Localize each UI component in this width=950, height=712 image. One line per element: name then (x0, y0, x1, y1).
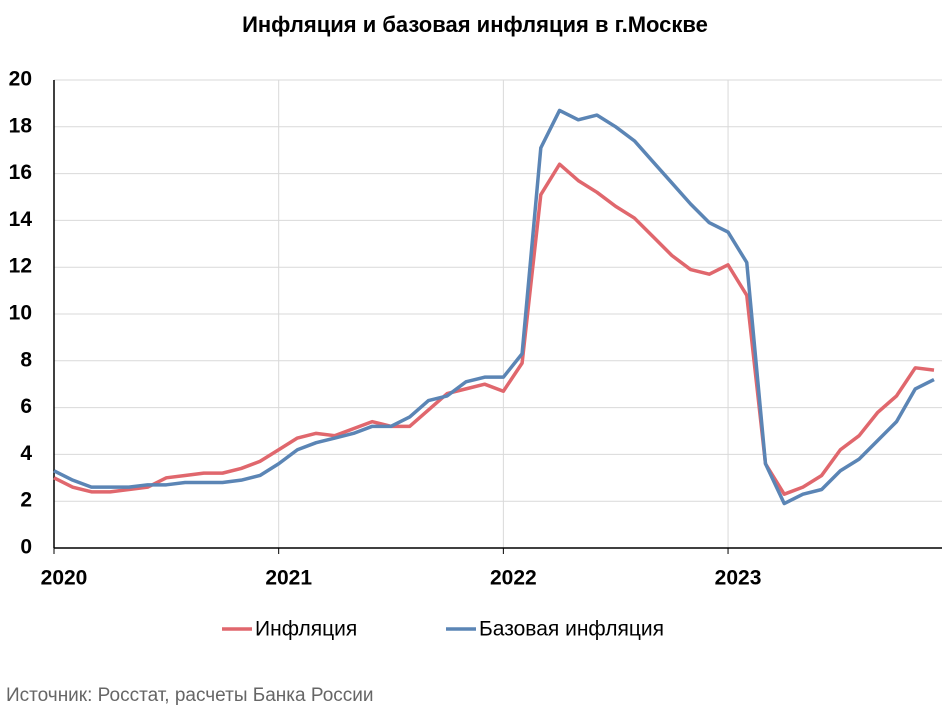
y-tick-label: 16 (9, 161, 32, 184)
data-line (53, 108, 935, 506)
y-tick-label: 8 (20, 348, 32, 371)
x-tick-label: 2023 (715, 567, 762, 590)
y-tick-label: 6 (20, 395, 32, 418)
y-tick-label: 12 (9, 255, 32, 278)
y-tick-label: 4 (20, 442, 32, 465)
y-tick-label: 0 (20, 536, 32, 559)
y-tick-label: 14 (9, 208, 33, 231)
chart-title: Инфляция и базовая инфляция в г.Москве (242, 12, 708, 37)
x-tick-label: 2021 (265, 567, 312, 590)
data-line (53, 162, 935, 496)
y-tick-label: 20 (9, 68, 32, 91)
x-tick-label: 2022 (490, 567, 537, 590)
y-tick-label: 10 (9, 302, 32, 325)
y-tick-label: 18 (9, 114, 33, 137)
source-note: Источник: Росстат, расчеты Банка России (6, 685, 374, 706)
y-tick-label: 2 (20, 489, 32, 512)
legend-label: Инфляция (255, 618, 357, 641)
legend-label: Базовая инфляция (479, 618, 664, 641)
x-tick-label: 2020 (41, 567, 88, 590)
